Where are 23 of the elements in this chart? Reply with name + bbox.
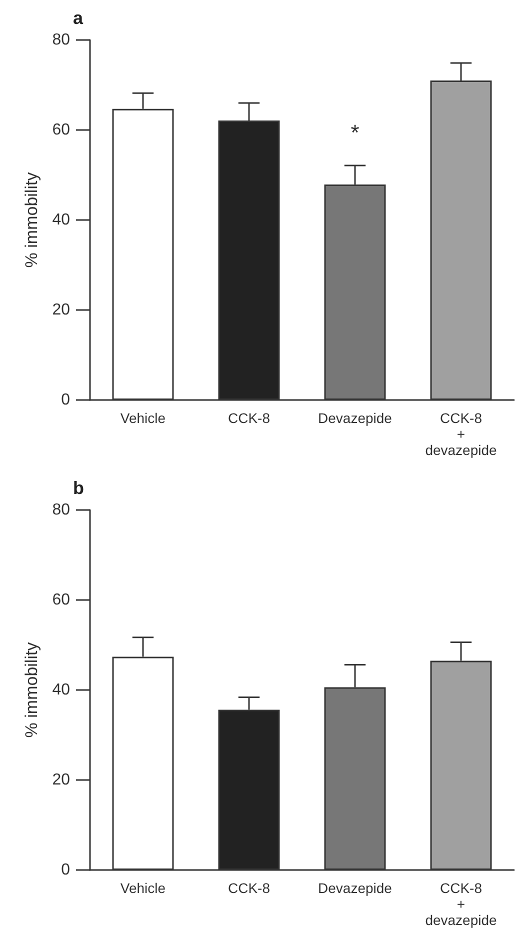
y-tick-label: 80: [52, 32, 70, 48]
y-tick-label: 0: [61, 392, 70, 408]
y-tick-label: 20: [52, 772, 70, 788]
y-tick-label: 40: [52, 212, 70, 228]
y-tick-label: 0: [61, 862, 70, 878]
y-tick-label: 60: [52, 592, 70, 608]
chart-title: a: [73, 8, 84, 28]
y-axis-title: % immobility: [22, 642, 41, 738]
x-tick-label: Devazepide: [318, 880, 392, 896]
annotation: *: [350, 120, 360, 146]
x-tick-label: CCK-8: [228, 410, 270, 426]
chart-title: b: [73, 478, 84, 498]
x-tick-label: CCK-8 + devazepide: [425, 410, 498, 458]
y-axis-title: % immobility: [22, 172, 41, 268]
y-tick-label: 20: [52, 302, 70, 318]
y-tick-label: 60: [52, 122, 70, 138]
x-tick-label: Devazepide: [318, 410, 392, 426]
x-tick-label: Vehicle: [120, 410, 166, 426]
x-tick-label: CCK-8 + devazepide: [425, 880, 498, 928]
y-tick-label: 40: [52, 682, 70, 698]
x-tick-label: Vehicle: [120, 880, 166, 896]
x-tick-label: CCK-8: [228, 880, 270, 896]
y-tick-label: 80: [52, 502, 70, 518]
